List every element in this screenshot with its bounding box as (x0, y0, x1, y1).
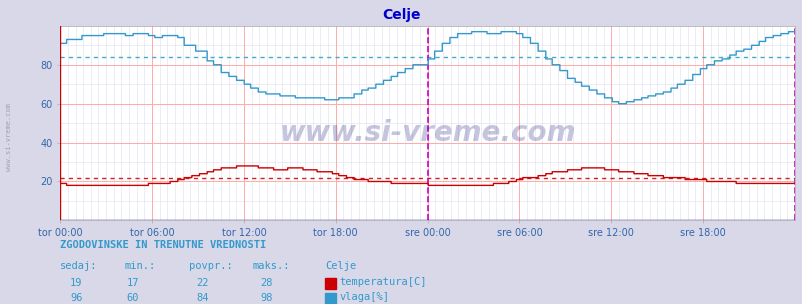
Text: 28: 28 (260, 278, 273, 288)
Text: Celje: Celje (325, 261, 356, 271)
Text: Celje: Celje (382, 8, 420, 22)
Text: 98: 98 (260, 293, 273, 303)
Text: 60: 60 (126, 293, 139, 303)
Text: maks.:: maks.: (253, 261, 290, 271)
Text: povpr.:: povpr.: (188, 261, 232, 271)
Text: temperatura[C]: temperatura[C] (339, 277, 427, 287)
Text: vlaga[%]: vlaga[%] (339, 292, 389, 302)
Text: 96: 96 (70, 293, 83, 303)
Text: ZGODOVINSKE IN TRENUTNE VREDNOSTI: ZGODOVINSKE IN TRENUTNE VREDNOSTI (60, 240, 266, 250)
Text: 84: 84 (196, 293, 209, 303)
Text: 19: 19 (70, 278, 83, 288)
Text: 22: 22 (196, 278, 209, 288)
Text: www.si-vreme.com: www.si-vreme.com (279, 119, 575, 147)
Text: min.:: min.: (124, 261, 156, 271)
Text: 17: 17 (126, 278, 139, 288)
Text: sedaj:: sedaj: (60, 261, 98, 271)
Text: www.si-vreme.com: www.si-vreme.com (6, 103, 12, 171)
